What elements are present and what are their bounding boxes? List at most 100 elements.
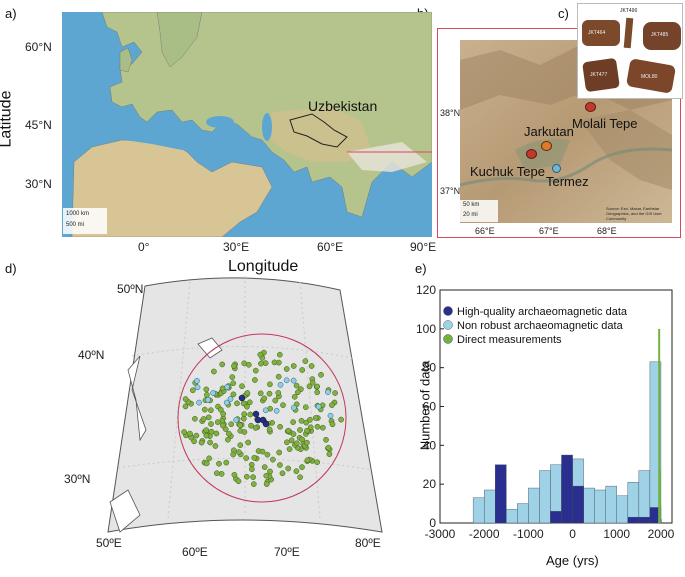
direct-site-dot [203, 432, 210, 439]
direct-site-dot [229, 374, 236, 380]
map-d-lat-40: 40ºN [78, 348, 105, 362]
legend-label: Direct measurements [457, 334, 562, 346]
direct-site-dot [279, 470, 286, 477]
direct-site-dot [293, 468, 300, 475]
x-tick-label: 1000 [603, 527, 630, 541]
map-d-lon-50: 50ºE [96, 536, 122, 550]
direct-site-dot [291, 393, 298, 400]
histogram-bar [483, 489, 496, 524]
site-label-termez: Termez [546, 174, 589, 189]
sample-label-jkt477: JKT477 [590, 72, 608, 78]
legend-marker [443, 320, 453, 330]
direct-site-dot [312, 415, 319, 421]
direct-site-dot [288, 437, 295, 444]
direct-site-dot [223, 459, 230, 466]
nonrobust-site-dot [196, 399, 202, 406]
sample-jkt485 [643, 22, 681, 50]
y-tick-label: 120 [416, 283, 436, 297]
direct-site-dot [309, 379, 316, 386]
uk [119, 47, 133, 73]
nonrobust-site-dot [194, 378, 200, 384]
nonrobust-site-dot [283, 377, 290, 384]
site-marker-kuchuk[interactable] [526, 149, 537, 159]
direct-site-dot [314, 423, 321, 430]
direct-site-dot [280, 402, 286, 408]
nonrobust-site-dot [227, 396, 234, 402]
direct-site-dot [314, 459, 321, 466]
y-tick-label: 60 [423, 400, 437, 414]
legend-marker [443, 306, 453, 316]
direct-site-dot [308, 363, 315, 369]
direct-site-dot [245, 439, 252, 446]
nonrobust-site-dot [210, 390, 217, 396]
direct-site-dot [267, 468, 273, 475]
direct-site-dot [299, 436, 306, 443]
nonrobust-site-dot [325, 389, 331, 395]
direct-site-dot [250, 481, 257, 487]
direct-site-dot [204, 392, 210, 398]
direct-site-dot [302, 358, 309, 364]
uzbekistan-label: Uzbekistan [308, 98, 378, 114]
direct-site-dot [181, 429, 187, 435]
site-label-jarkutan: Jarkutan [524, 124, 574, 139]
direct-site-dot [318, 371, 324, 378]
histogram-bar [495, 464, 507, 524]
map-a: 1000 km 500 mi Uzbekistan [62, 11, 437, 238]
site-marker-molali[interactable] [585, 102, 596, 112]
site-marker-jarkutan[interactable] [541, 141, 552, 151]
direct-site-dot [193, 432, 200, 439]
histogram-bar [627, 482, 640, 524]
map-a-image [62, 11, 437, 238]
map-d-lon-60: 60ºE [182, 545, 208, 559]
direct-site-dot [304, 427, 310, 434]
histogram-bar [561, 454, 573, 524]
direct-site-dot [225, 430, 232, 437]
direct-site-dot [182, 396, 189, 402]
map-d-lat-50: 50ºN [117, 282, 144, 296]
direct-site-dot [304, 439, 310, 446]
direct-site-dot [203, 460, 210, 467]
direct-site-dot [228, 421, 235, 428]
histogram-bar [472, 497, 485, 524]
scale-box-b [460, 200, 498, 222]
direct-site-dot [182, 403, 189, 410]
direct-site-dot [235, 478, 242, 485]
hq-site-dot [252, 410, 260, 418]
scale-b-2: 20 mi [463, 212, 478, 218]
direct-site-dot [245, 361, 252, 368]
direct-site-dot [187, 430, 193, 437]
direct-site-dot [293, 440, 300, 447]
direct-site-dot [208, 421, 214, 427]
direct-site-dot [214, 419, 221, 425]
direct-site-dot [252, 377, 258, 383]
histogram-bar [616, 495, 629, 524]
direct-site-dot [230, 391, 237, 398]
map-b: Molali Tepe Jarkutan Kuchuk Tepe Termez … [460, 40, 672, 223]
y-tick-label: 20 [423, 477, 437, 491]
direct-site-dot [257, 390, 264, 397]
direct-site-dot [277, 462, 283, 468]
hq-site-dot [254, 416, 262, 424]
histogram-bar [572, 485, 584, 524]
direct-site-dot [243, 455, 250, 461]
direct-site-dot [284, 439, 290, 446]
site-marker-termez[interactable] [552, 164, 561, 173]
chart-e: 0 20 40 60 80 100 120 -3000 -2000 -1000 0 1000 2000 H… [410, 280, 685, 572]
direct-site-dot [263, 472, 270, 479]
scale-a-1: 1000 km [66, 211, 90, 217]
direct-site-dot [264, 451, 271, 458]
map-a-xtick-30: 30°E [223, 240, 250, 254]
histogram-bar [517, 503, 529, 524]
direct-site-dot [283, 366, 290, 372]
direct-site-dot [263, 481, 270, 487]
direct-site-dot [205, 414, 212, 421]
direct-site-dot [198, 439, 205, 446]
direct-site-dot [244, 403, 250, 410]
sample-label-jkt464: JKT464 [588, 30, 606, 36]
direct-site-dot [302, 404, 309, 411]
direct-site-dot [213, 430, 220, 437]
histogram-bar [638, 516, 651, 524]
direct-site-dot [218, 471, 225, 477]
direct-site-dot [270, 456, 276, 463]
direct-site-dot [241, 429, 248, 435]
